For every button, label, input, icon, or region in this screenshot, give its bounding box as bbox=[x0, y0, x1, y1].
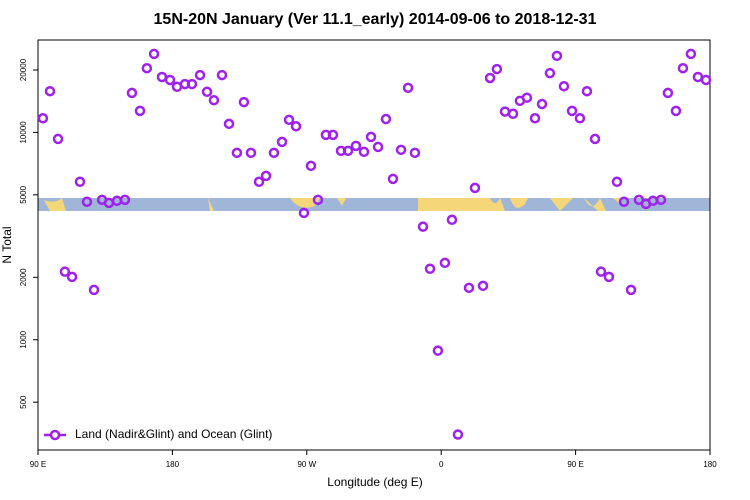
point bbox=[216, 69, 228, 81]
point bbox=[581, 85, 593, 97]
point bbox=[544, 67, 556, 79]
point bbox=[276, 136, 288, 148]
y-tick-label: 1000 bbox=[19, 330, 28, 348]
y-tick-label: 20000 bbox=[19, 58, 28, 81]
point bbox=[595, 266, 607, 277]
point bbox=[59, 266, 71, 277]
point bbox=[677, 62, 689, 74]
point bbox=[692, 71, 704, 83]
point bbox=[186, 78, 198, 90]
point bbox=[260, 170, 272, 182]
point bbox=[536, 98, 548, 110]
point bbox=[44, 85, 56, 97]
point bbox=[491, 63, 503, 75]
point bbox=[201, 86, 213, 98]
point bbox=[126, 87, 138, 99]
legend-marker bbox=[49, 429, 61, 441]
x-axis-label: Longitude (deg E) bbox=[327, 475, 422, 489]
point bbox=[52, 133, 64, 145]
point bbox=[148, 48, 160, 60]
point bbox=[432, 345, 444, 356]
point bbox=[670, 105, 682, 117]
point bbox=[283, 114, 295, 126]
y-tick-label: 2000 bbox=[19, 268, 28, 286]
point bbox=[439, 257, 451, 269]
point bbox=[156, 71, 168, 83]
point bbox=[134, 105, 146, 117]
plot-frame bbox=[37, 39, 711, 451]
point bbox=[603, 271, 615, 283]
point bbox=[81, 196, 93, 207]
legend-label: Land (Nadir&Glint) and Ocean (Glint) bbox=[75, 427, 272, 441]
x-tick-label: 180 bbox=[166, 460, 180, 469]
point bbox=[469, 182, 481, 194]
point bbox=[305, 160, 317, 172]
point bbox=[245, 147, 257, 159]
chart-title: 15N-20N January (Ver 11.1_early) 2014-09… bbox=[154, 11, 597, 28]
point bbox=[358, 146, 370, 158]
point bbox=[290, 121, 302, 132]
y-tick-label: 5000 bbox=[19, 185, 28, 203]
point bbox=[655, 194, 667, 206]
point bbox=[350, 140, 362, 152]
point bbox=[395, 144, 407, 156]
point bbox=[529, 113, 541, 124]
point bbox=[402, 82, 414, 94]
point bbox=[551, 50, 563, 62]
point bbox=[238, 96, 250, 108]
point bbox=[342, 145, 354, 157]
point bbox=[365, 131, 377, 143]
x-tick-label: 0 bbox=[439, 460, 444, 469]
point bbox=[417, 221, 429, 232]
point bbox=[298, 207, 310, 219]
point bbox=[499, 106, 511, 117]
point bbox=[119, 194, 131, 206]
point bbox=[268, 147, 280, 159]
x-tick-label: 90 E bbox=[30, 460, 46, 469]
point bbox=[66, 271, 78, 283]
point bbox=[409, 147, 421, 159]
y-tick-label: 10000 bbox=[19, 121, 28, 144]
point bbox=[208, 94, 220, 106]
point bbox=[611, 176, 623, 188]
point bbox=[37, 113, 49, 124]
point bbox=[566, 105, 578, 117]
point bbox=[477, 280, 489, 292]
y-tick-label: 500 bbox=[19, 395, 28, 409]
point bbox=[141, 62, 153, 74]
point bbox=[463, 282, 475, 294]
point bbox=[574, 113, 586, 124]
point bbox=[521, 92, 533, 103]
point bbox=[231, 147, 243, 159]
point bbox=[327, 129, 339, 141]
point bbox=[452, 429, 464, 440]
point bbox=[194, 69, 206, 81]
point bbox=[74, 176, 86, 188]
point bbox=[618, 196, 630, 207]
point bbox=[558, 80, 570, 92]
point bbox=[424, 263, 436, 275]
point bbox=[685, 48, 697, 60]
point bbox=[484, 72, 496, 84]
point bbox=[589, 133, 601, 145]
point bbox=[164, 74, 176, 86]
point bbox=[625, 284, 637, 296]
point bbox=[662, 87, 674, 99]
point bbox=[312, 194, 324, 206]
point bbox=[387, 173, 399, 185]
point bbox=[380, 113, 392, 125]
x-tick-label: 90 E bbox=[567, 460, 583, 469]
point bbox=[223, 118, 235, 130]
point bbox=[446, 214, 458, 226]
point bbox=[507, 108, 519, 120]
point bbox=[372, 141, 384, 153]
y-axis-label: N Total bbox=[0, 226, 14, 263]
x-tick-label: 180 bbox=[703, 460, 717, 469]
land-ocean-strip bbox=[38, 198, 710, 211]
x-tick-label: 90 W bbox=[297, 460, 316, 469]
point bbox=[253, 176, 265, 188]
point bbox=[88, 284, 100, 296]
point bbox=[700, 74, 712, 86]
